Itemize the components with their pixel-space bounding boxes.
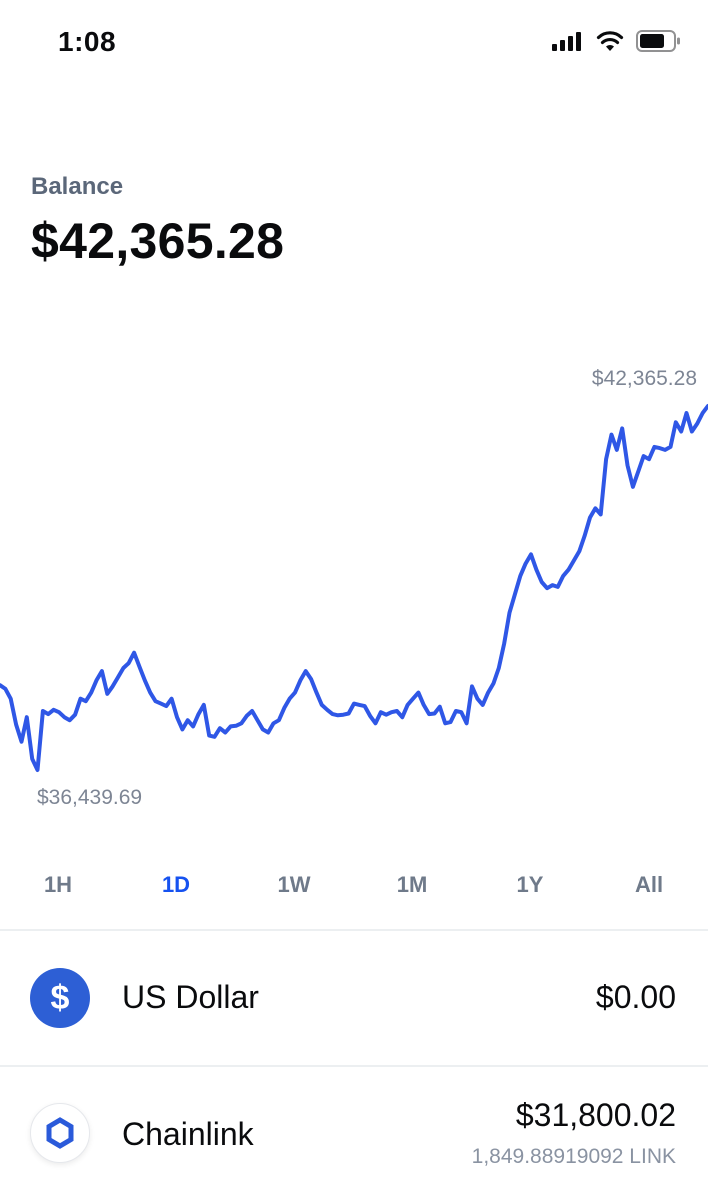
cellular-signal-icon — [552, 32, 581, 51]
divider — [0, 1065, 708, 1067]
range-tab-1h[interactable]: 1H — [43, 872, 73, 897]
balance-value: $42,365.28 — [31, 213, 285, 269]
chart-min-label: $36,439.69 — [37, 786, 143, 809]
balance-label: Balance — [31, 173, 124, 200]
divider — [0, 929, 708, 931]
range-tabs: 1H 1D 1W 1M 1Y All — [0, 858, 708, 914]
range-tab-all[interactable]: All — [634, 872, 664, 897]
asset-crypto-amount: 1,849.88919092 LINK — [471, 1145, 676, 1168]
status-icons — [552, 30, 682, 52]
status-time: 1:08 — [58, 26, 117, 57]
dollar-icon: $ — [30, 968, 90, 1028]
range-tab-1d[interactable]: 1D — [161, 872, 191, 897]
battery-icon — [636, 30, 680, 52]
range-tab-1m[interactable]: 1M — [396, 872, 428, 897]
chainlink-icon — [30, 1103, 90, 1163]
range-tab-1y[interactable]: 1Y — [516, 872, 544, 897]
asset-name: Chainlink — [122, 1116, 254, 1152]
balance-chart[interactable]: $42,365.28 $36,439.69 — [0, 340, 708, 830]
wifi-icon — [596, 31, 624, 51]
chart-max-label: $42,365.28 — [591, 367, 697, 390]
chart-series-line — [0, 404, 708, 772]
status-bar: 1:08 — [0, 0, 708, 88]
asset-name: US Dollar — [122, 979, 259, 1015]
asset-row-us-dollar[interactable]: $ US Dollar $0.00 — [0, 931, 708, 1065]
range-tab-1w[interactable]: 1W — [277, 872, 311, 897]
chart-svg — [0, 404, 708, 772]
asset-row-chainlink[interactable]: Chainlink $31,800.02 1,849.88919092 LINK — [0, 1067, 708, 1200]
asset-amount: $0.00 — [595, 979, 676, 1015]
asset-amount: $31,800.02 — [515, 1097, 676, 1133]
